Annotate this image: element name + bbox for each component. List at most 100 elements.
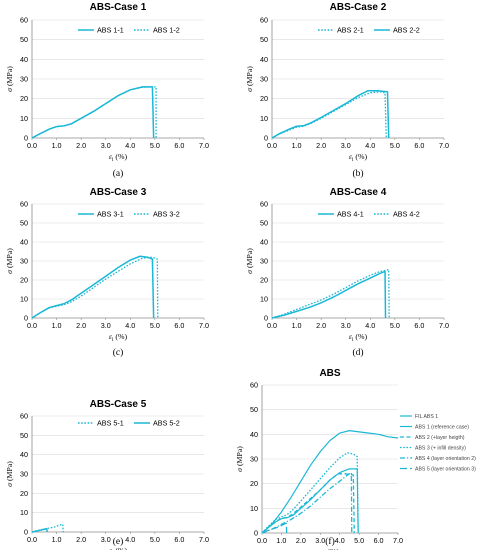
legend-label: ABS 1-1 (97, 26, 124, 35)
series-line-2 (31, 86, 157, 139)
legend-label: ABS 3-2 (153, 210, 180, 219)
legend-label: ABS 5 (layer orientation 3) (415, 467, 476, 473)
x-tick-label: 2.0 (76, 535, 86, 544)
x-tick-label: 4.0 (125, 535, 135, 544)
x-tick-label: 4.0 (365, 141, 375, 150)
y-tick-label: 20 (250, 479, 258, 488)
panel-letter: (e) (113, 536, 124, 547)
y-tick-label: 30 (260, 75, 268, 84)
chart-title: ABS-Case 3 (90, 187, 147, 198)
x-tick-label: 6.0 (174, 321, 184, 330)
x-tick-label: 0.0 (267, 321, 277, 330)
series-line-2 (271, 90, 390, 139)
y-tick-label: 20 (260, 94, 268, 103)
panel-letter: (a) (113, 168, 124, 179)
x-tick-label: 1.0 (52, 535, 62, 544)
legend-label: ABS 1 (reference case) (415, 425, 469, 431)
y-tick-label: 10 (260, 114, 268, 123)
series-line-2 (271, 268, 390, 319)
y-tick-label: 0 (24, 134, 28, 143)
series-line-1 (31, 86, 155, 139)
legend-label: ABS 2 (+layer heigth) (415, 435, 465, 441)
x-tick-label: 6.0 (414, 321, 424, 330)
y-axis-label: σ (MPa) (235, 446, 244, 472)
chart-title: ABS-Case 5 (90, 399, 147, 410)
y-axis-label: σ (MPa) (5, 461, 14, 487)
y-tick-label: 60 (20, 412, 28, 421)
series-line-6 (261, 522, 288, 534)
y-axis-label: σ (MPa) (5, 248, 14, 274)
x-tick-label: 4.0 (125, 141, 135, 150)
legend-label: ABS 5-1 (97, 419, 124, 428)
y-tick-label: 40 (20, 450, 28, 459)
x-tick-label: 1.0 (292, 321, 302, 330)
series-line-1 (271, 91, 387, 139)
x-axis-label: εl (%) (349, 332, 368, 343)
x-tick-label: 7.0 (439, 141, 449, 150)
chart-title: ABS (319, 368, 340, 379)
y-tick-label: 0 (24, 314, 28, 323)
y-tick-label: 30 (20, 470, 28, 479)
x-axis-label: εl (%) (109, 332, 128, 343)
chart-title: ABS-Case 4 (330, 187, 387, 198)
x-tick-label: 2.0 (316, 141, 326, 150)
y-tick-label: 20 (20, 94, 28, 103)
y-tick-label: 50 (250, 405, 258, 414)
y-tick-label: 10 (260, 295, 268, 304)
legend-label: FIL ABS 1 (415, 414, 438, 420)
x-tick-label: 0.0 (27, 141, 37, 150)
y-tick-label: 20 (20, 489, 28, 498)
x-tick-label: 7.0 (199, 141, 209, 150)
y-tick-label: 40 (260, 238, 268, 247)
x-tick-label: 3.0 (101, 141, 111, 150)
y-tick-label: 30 (20, 75, 28, 84)
chart-title: ABS-Case 2 (330, 2, 387, 13)
y-tick-label: 10 (20, 114, 28, 123)
x-tick-label: 2.0 (76, 321, 86, 330)
y-tick-label: 50 (20, 431, 28, 440)
x-tick-label: 6.0 (374, 536, 384, 545)
legend-label: ABS 4-2 (393, 210, 420, 219)
x-tick-label: 2.0 (316, 321, 326, 330)
legend-label: ABS 4-1 (337, 210, 364, 219)
legend-label: ABS 3 (+ infill density) (415, 446, 466, 452)
x-tick-label: 5.0 (354, 536, 364, 545)
y-tick-label: 30 (20, 257, 28, 266)
x-tick-label: 5.0 (150, 535, 160, 544)
legend-label: ABS 4 (layer orientation 2) (415, 456, 476, 462)
x-tick-label: 7.0 (199, 321, 209, 330)
y-tick-label: 60 (260, 200, 268, 209)
legend-label: ABS 2-2 (393, 26, 420, 35)
x-tick-label: 5.0 (390, 321, 400, 330)
y-tick-label: 50 (260, 35, 268, 44)
panel-letter: (b) (352, 168, 363, 179)
chart-panel-6: ABS 0 10 20 30 40 50 60 0.0 1.0 2.0 3.0 4.0 5.0 6.0 7.0… (235, 368, 476, 550)
chart-panel-2: ABS-Case 2 0 10 20 30 40 50 60 0.0 1.0 2.0 3.0 4.0 5.… (245, 2, 449, 179)
y-tick-label: 40 (250, 430, 258, 439)
x-tick-label: 3.0 (341, 321, 351, 330)
series-line-2 (31, 256, 159, 319)
x-tick-label: 6.0 (414, 141, 424, 150)
panel-letter: (c) (113, 347, 124, 358)
x-tick-label: 5.0 (150, 141, 160, 150)
x-axis-label: εl (%) (109, 152, 128, 163)
x-tick-label: 2.0 (76, 141, 86, 150)
series-line-1 (31, 255, 155, 319)
x-axis-label: εl (%) (321, 547, 340, 550)
series-line-2 (261, 468, 359, 534)
y-tick-label: 60 (20, 16, 28, 25)
y-tick-label: 40 (260, 55, 268, 64)
x-tick-label: 7.0 (393, 536, 403, 545)
x-tick-label: 6.0 (174, 535, 184, 544)
x-tick-label: 3.0 (315, 536, 325, 545)
x-tick-label: 0.0 (257, 536, 267, 545)
y-tick-label: 60 (260, 16, 268, 25)
y-tick-label: 20 (20, 276, 28, 285)
legend-label: ABS 3-1 (97, 210, 124, 219)
y-tick-label: 60 (20, 200, 28, 209)
x-tick-label: 0.0 (27, 321, 37, 330)
legend-label: ABS 1-2 (153, 26, 180, 35)
x-tick-label: 0.0 (267, 141, 277, 150)
series-line-1 (271, 270, 387, 319)
chart-panel-3: ABS-Case 3 0 10 20 30 40 50 60 0.0 1.0 2.0 3.0 4.0 5.… (5, 187, 209, 358)
